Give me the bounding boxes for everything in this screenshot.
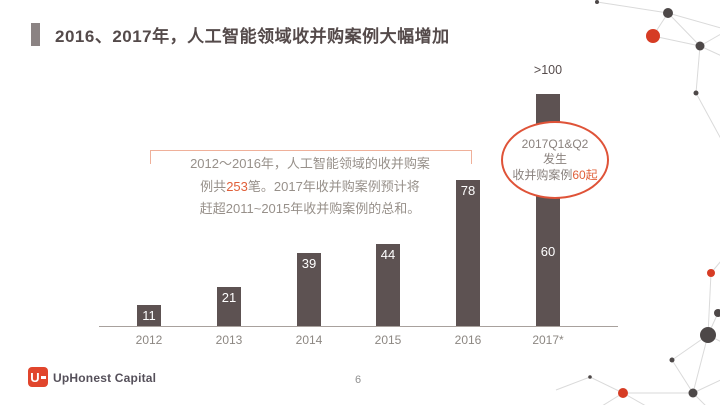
text-line: 例共253笔。2017年收并购案例预计将 bbox=[200, 178, 420, 194]
text-line: 收并购案例60起 bbox=[512, 167, 598, 182]
network-nodes bbox=[588, 0, 720, 398]
annotation-text: 2012～2016年，人工智能领域的收并购案 例共253笔。2017年收并购案例预… bbox=[150, 153, 470, 221]
x-axis-label-2015: 2015 bbox=[374, 333, 402, 347]
text-line: 发生 bbox=[542, 152, 567, 167]
logo-letter: U bbox=[30, 369, 40, 385]
bar-2014: 39 bbox=[297, 253, 321, 326]
text-line: 2017Q1&Q2 bbox=[521, 136, 589, 151]
x-axis-label-2012: 2012 bbox=[135, 333, 163, 347]
x-axis-label-2013: 2013 bbox=[215, 333, 243, 347]
logo-dash-shape bbox=[40, 376, 46, 379]
x-axis-label-2014: 2014 bbox=[295, 333, 323, 347]
title-accent-bar bbox=[31, 23, 40, 46]
x-axis-label-2016: 2016 bbox=[454, 333, 482, 347]
bar-value-label: 21 bbox=[221, 290, 237, 305]
callout-ellipse: 2017Q1&Q2 发生 收并购案例60起 bbox=[501, 121, 609, 199]
network-nodes-red bbox=[618, 29, 715, 398]
bar-value-label: 44 bbox=[380, 247, 396, 262]
x-axis-line bbox=[99, 326, 618, 327]
bar-2013: 21 bbox=[217, 287, 241, 326]
bar-value-label: 78 bbox=[460, 183, 476, 198]
page-title: 2016、2017年，人工智能领域收并购案例大幅增加 bbox=[55, 27, 450, 46]
bar-value-label: 11 bbox=[142, 308, 156, 323]
text-line: 赶超2011~2015年收并购案例的总和。 bbox=[199, 201, 421, 216]
bar-2015: 44 bbox=[376, 244, 400, 326]
bar-2012: 11 bbox=[137, 305, 161, 326]
x-axis-label-2017*: 2017* bbox=[532, 333, 564, 347]
bar-value-label: 60 bbox=[540, 244, 556, 259]
bar-top-estimate-label: >100 bbox=[533, 63, 563, 77]
annotation-bracket bbox=[150, 150, 472, 164]
page-number: 6 bbox=[354, 374, 362, 386]
bar-value-label: 39 bbox=[301, 256, 317, 271]
bar-2016: 78 bbox=[456, 180, 480, 326]
footer-brand: UpHonest Capital bbox=[53, 371, 157, 385]
uphonest-logo-icon: U bbox=[28, 367, 48, 387]
text-line: 2012～2016年，人工智能领域的收并购案 bbox=[190, 156, 430, 171]
network-edges bbox=[555, 1, 720, 405]
